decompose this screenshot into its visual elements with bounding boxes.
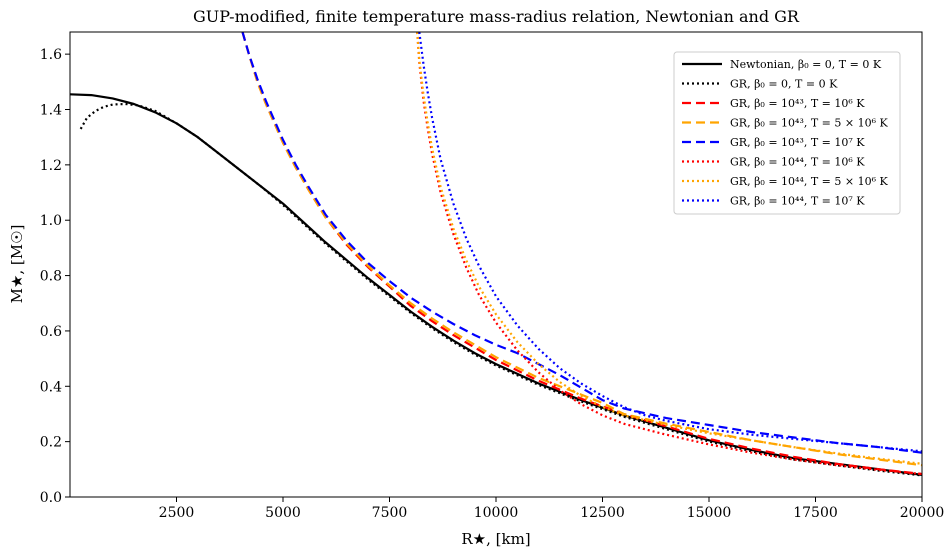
y-tick-label: 0.2	[40, 435, 62, 451]
y-tick-label: 1.6	[40, 47, 62, 63]
x-tick-label: 12500	[580, 505, 625, 521]
x-tick-label: 15000	[687, 505, 732, 521]
x-axis-label: R★, [km]	[461, 530, 530, 548]
series-line-2	[79, 102, 922, 477]
x-tick-label: 17500	[793, 505, 838, 521]
y-axis-label: M★, [M☉]	[8, 225, 26, 304]
x-tick-label: 10000	[474, 505, 519, 521]
y-tick-label: 1.2	[40, 158, 62, 174]
y-tick-label: 0.4	[40, 379, 62, 395]
y-tick-label: 0.8	[40, 269, 62, 285]
series-line-6	[416, 32, 922, 476]
x-tick-label: 2500	[159, 505, 195, 521]
x-tick-label: 5000	[265, 505, 301, 521]
legend-entry: GR, β₀ = 10⁴⁴, T = 10⁷ K	[730, 195, 865, 208]
x-tick-label: 20000	[900, 505, 945, 521]
legend-entry: GR, β₀ = 10⁴⁴, T = 10⁶ K	[730, 156, 865, 169]
y-tick-label: 0.0	[40, 490, 62, 506]
series-layer	[70, 32, 922, 477]
y-axis: 0.0 0.2 0.4 0.6 0.8 1.0 1.2 1.4 1.6	[40, 47, 70, 506]
series-line-5	[241, 32, 922, 454]
y-tick-label: 1.0	[40, 213, 62, 229]
series-line-8	[418, 32, 922, 453]
legend-entry: GR, β₀ = 10⁴⁴, T = 5 × 10⁶ K	[730, 175, 889, 188]
legend-entry: GR, β₀ = 10⁴³, T = 5 × 10⁶ K	[730, 117, 889, 130]
x-axis: 2500 5000 7500 10000 12500 15000 17500 20000	[159, 497, 945, 521]
chart-title: GUP-modified, finite temperature mass-ra…	[193, 7, 800, 26]
x-tick-label: 7500	[372, 505, 408, 521]
legend-entry: GR, β₀ = 0, T = 0 K	[730, 78, 838, 91]
legend: Newtonian, β₀ = 0, T = 0 K GR, β₀ = 0, T …	[673, 51, 901, 215]
legend-entry: GR, β₀ = 10⁴³, T = 10⁷ K	[730, 136, 865, 149]
series-line-7	[416, 32, 922, 465]
legend-entry: Newtonian, β₀ = 0, T = 0 K	[730, 58, 882, 71]
y-tick-label: 0.6	[40, 324, 62, 340]
legend-box	[673, 51, 901, 215]
y-tick-label: 1.4	[40, 103, 62, 119]
legend-entry: GR, β₀ = 10⁴³, T = 10⁶ K	[730, 97, 865, 110]
